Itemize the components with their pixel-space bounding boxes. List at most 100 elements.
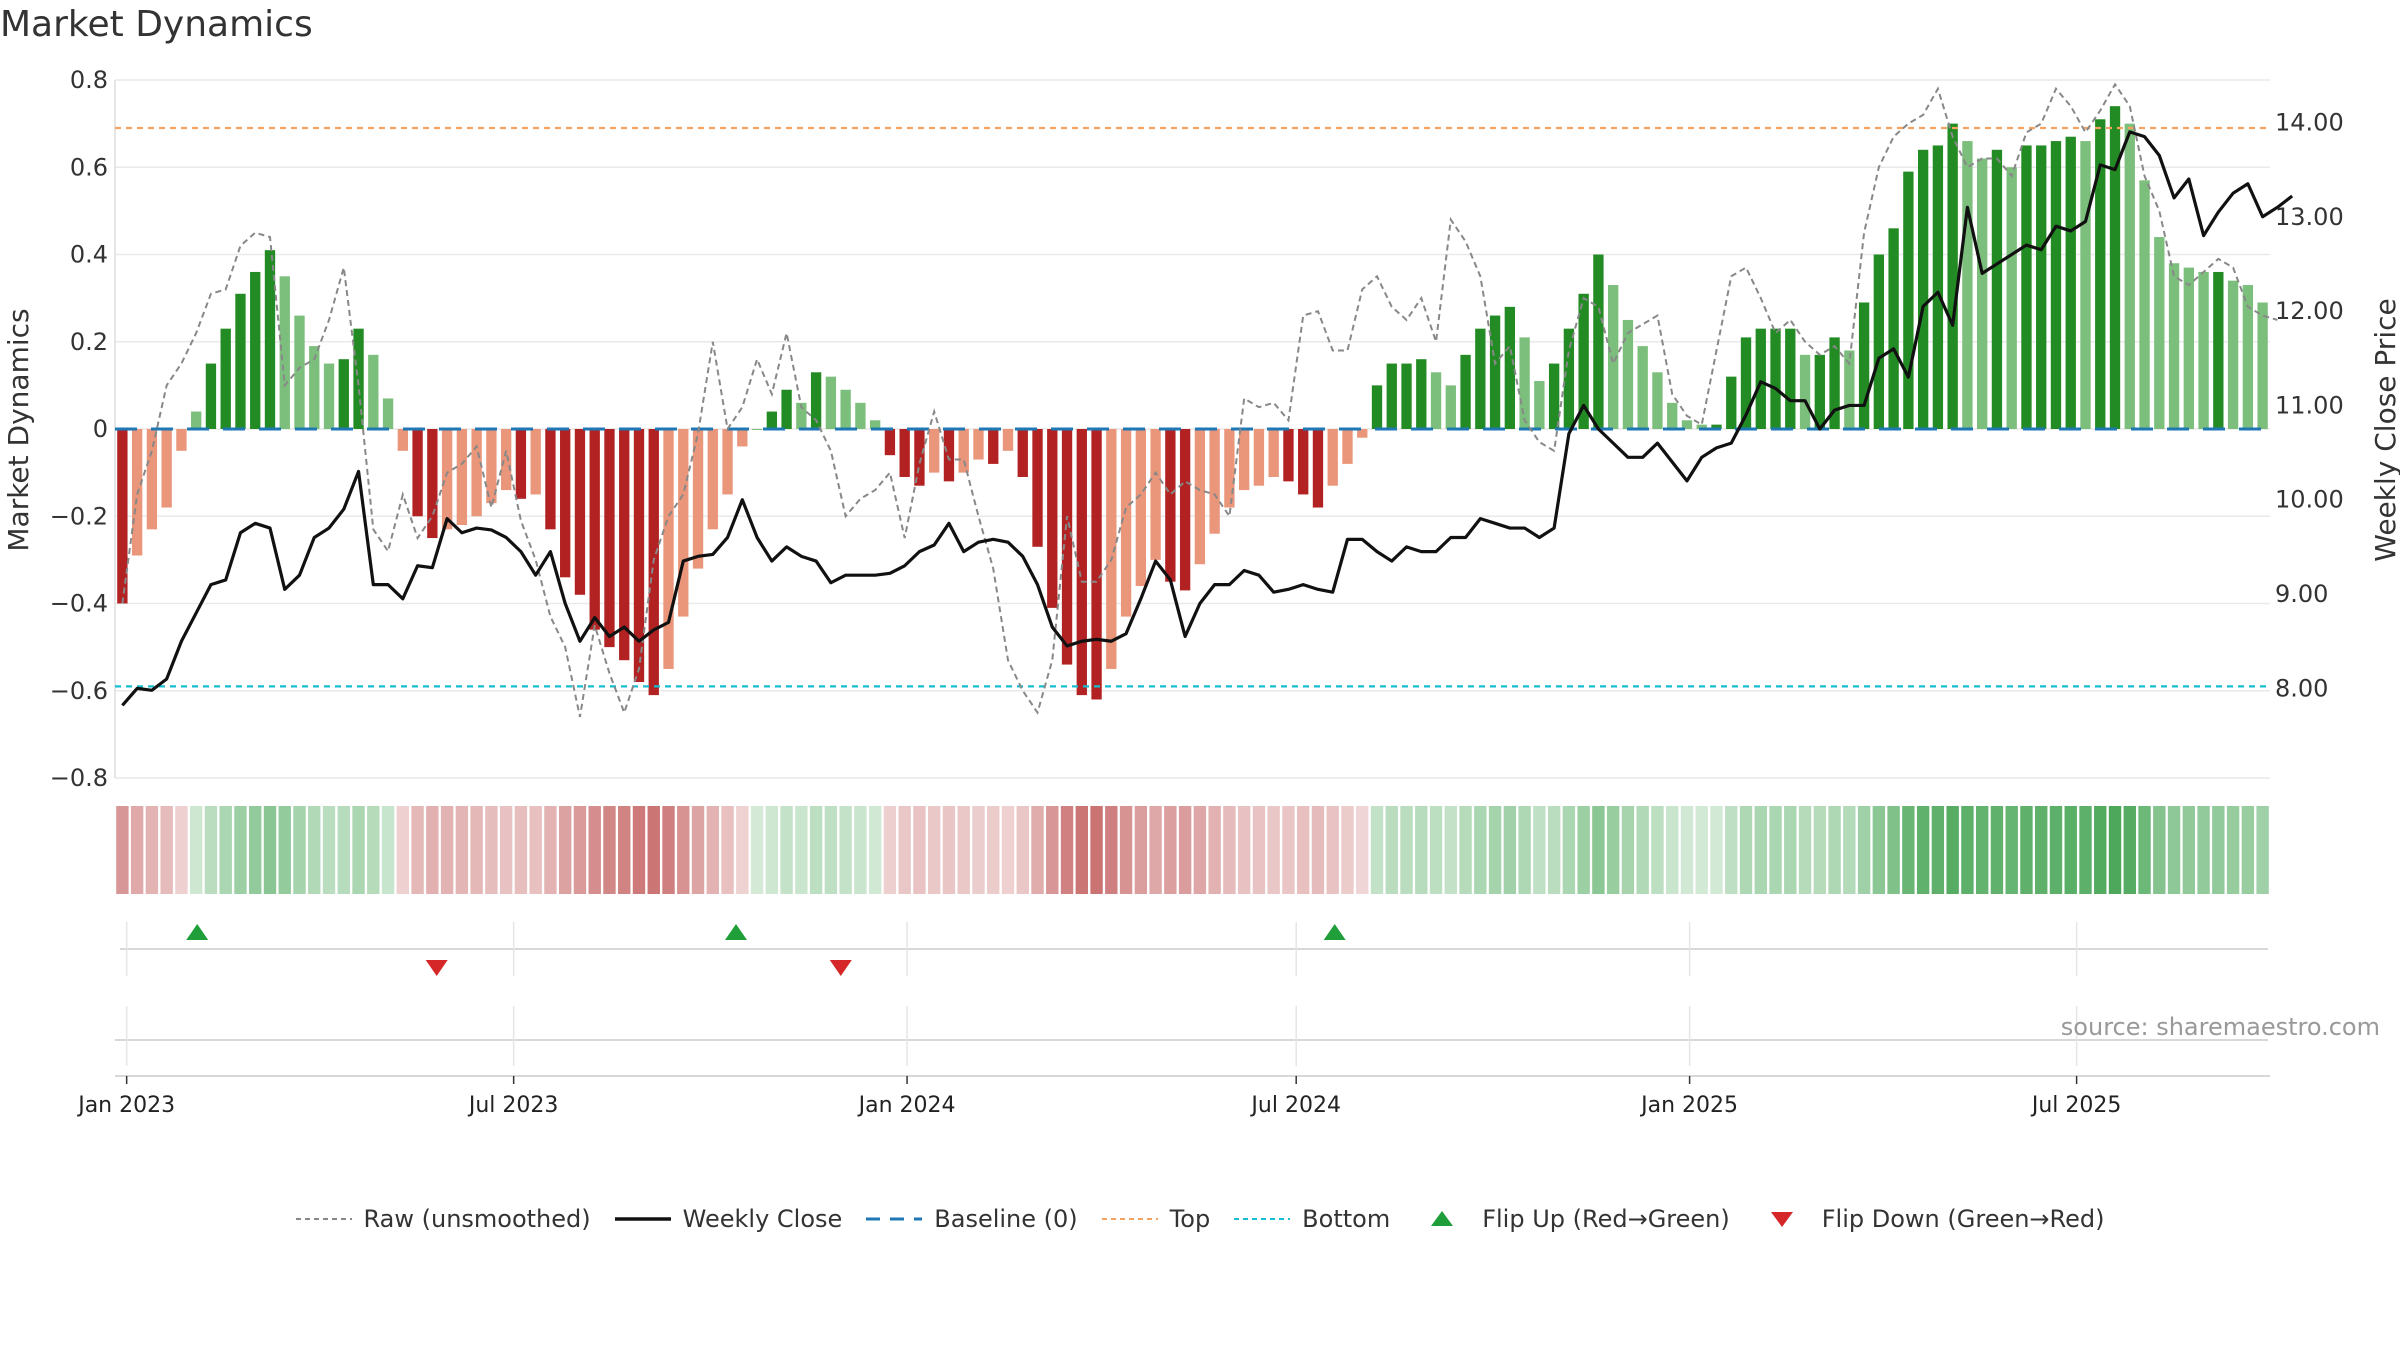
- heat-strip-cell: [1134, 806, 1148, 894]
- heat-strip-cell: [1651, 806, 1664, 894]
- dynamics-bar: [751, 429, 763, 430]
- date-tick-label: Jan 2024: [857, 1093, 956, 1118]
- dynamics-bar: [1578, 293, 1589, 429]
- legend-flip-up-icon: [1414, 1209, 1470, 1229]
- dynamics-bar: [1814, 354, 1825, 429]
- dynamics-bar: [2006, 167, 2017, 429]
- heat-strip-cell: [1636, 806, 1649, 894]
- dynamics-bar: [1858, 302, 1870, 429]
- heat-strip-cell: [647, 806, 660, 894]
- heat-strip-cell: [1990, 806, 2004, 894]
- legend-baseline-icon: [866, 1209, 923, 1229]
- heat-strip-cell: [1680, 806, 1694, 894]
- heat-strip-cell: [1060, 806, 1074, 894]
- dynamics-bar: [604, 429, 615, 648]
- dynamics-bar: [1903, 171, 1914, 430]
- dynamics-bar: [427, 429, 438, 539]
- dynamics-bar: [1740, 337, 1752, 429]
- heat-strip-cell: [499, 806, 513, 894]
- dynamics-bar: [1873, 254, 1885, 429]
- dynamics-bar: [781, 389, 792, 429]
- heat-strip-cell: [1415, 806, 1428, 894]
- dynamics-bar: [766, 411, 777, 429]
- dynamics-bar: [2168, 263, 2180, 429]
- heat-strip-cell: [293, 806, 306, 894]
- dynamics-bar: [2036, 145, 2047, 429]
- dynamics-bar: [1371, 385, 1383, 429]
- heat-strip-cell: [1016, 806, 1029, 894]
- heat-strip-cell: [2182, 806, 2196, 894]
- dynamics-bar: [1991, 149, 2003, 430]
- dynamics-bar: [1652, 372, 1663, 429]
- heat-strip-cell: [1621, 806, 1635, 894]
- heat-strip-cell: [706, 806, 719, 894]
- dynamics-bar: [294, 315, 305, 429]
- dynamics-bar: [929, 429, 940, 473]
- heat-strip-cell: [160, 806, 173, 894]
- heat-strip-cell: [1119, 806, 1133, 894]
- dynamics-bar: [235, 293, 246, 429]
- dynamics-bar: [914, 429, 925, 486]
- dynamics-bar: [692, 429, 704, 569]
- heat-strip-cell: [1297, 806, 1310, 894]
- dynamics-bar: [1401, 363, 1412, 429]
- heat-strip-cell: [455, 806, 469, 894]
- heat-strip-cell: [2153, 806, 2166, 894]
- heat-strip-cell: [795, 806, 808, 894]
- dynamics-bar: [589, 429, 600, 630]
- dynamics-bar: [1312, 429, 1324, 508]
- left-tick-label: 0: [93, 415, 108, 443]
- heat-strip-cell: [1725, 806, 1738, 894]
- heat-strip-cell: [367, 806, 380, 894]
- heat-strip-cell: [662, 806, 675, 894]
- dynamics-bar: [1888, 228, 1899, 429]
- heat-strip-cell: [2167, 806, 2181, 894]
- dynamics-bar: [855, 402, 866, 429]
- dynamics-bar: [988, 429, 999, 464]
- heat-strip-cell: [234, 806, 247, 894]
- dynamics-bar: [1681, 420, 1693, 429]
- heat-strip-cell: [1784, 806, 1797, 894]
- heat-strip-cell: [898, 806, 911, 894]
- heat-strip-cell: [2138, 806, 2151, 894]
- heat-strip-cell: [1518, 806, 1531, 894]
- legend-baseline-label: Baseline (0): [934, 1205, 1078, 1233]
- heat-strip-cell: [2197, 806, 2210, 894]
- heat-strip-cell: [1178, 806, 1192, 894]
- right-tick-label: 10.00: [2275, 486, 2344, 514]
- right-tick-label: 8.00: [2275, 674, 2328, 702]
- dynamics-bar: [1430, 372, 1442, 429]
- dynamics-bar: [1091, 429, 1102, 700]
- heat-strip-cell: [1533, 806, 1546, 894]
- dynamics-bar: [412, 429, 423, 517]
- heat-strip-cell: [529, 806, 542, 894]
- heat-strip-cell: [1326, 806, 1339, 894]
- heat-strip-cell: [2020, 806, 2033, 894]
- heat-strip-cell: [116, 806, 129, 894]
- heat-strip-cell: [1843, 806, 1856, 894]
- dynamics-bar: [1017, 429, 1028, 477]
- legend-raw: Raw (unsmoothed): [295, 1205, 591, 1233]
- dynamics-bar: [2257, 302, 2268, 429]
- heat-strip-cell: [1459, 806, 1472, 894]
- dynamics-bar: [1563, 328, 1575, 429]
- dynamics-bar: [1032, 429, 1043, 547]
- heat-strip-cell: [573, 806, 587, 894]
- dynamics-bar: [220, 328, 231, 429]
- chart-legend: Raw (unsmoothed) Weekly Close Baseline (0)…: [0, 1205, 2400, 1233]
- dynamics-bar: [264, 250, 276, 429]
- dynamics-bar: [515, 429, 527, 499]
- heat-strip-cell: [2035, 806, 2048, 894]
- dynamics-bar: [1047, 429, 1058, 608]
- dynamics-bar: [678, 429, 689, 617]
- heat-strip-cell: [263, 806, 277, 894]
- heat-strip-cell: [1429, 806, 1443, 894]
- heat-strip-cell: [1046, 806, 1059, 894]
- heat-strip-cell: [1828, 806, 1841, 894]
- dynamics-bar: [338, 359, 349, 429]
- heat-strip-cell: [1813, 806, 1827, 894]
- heat-strip-cell: [1562, 806, 1576, 894]
- dynamics-bar: [2154, 237, 2165, 429]
- dynamics-bar: [574, 429, 586, 595]
- heat-strip-cell: [809, 806, 823, 894]
